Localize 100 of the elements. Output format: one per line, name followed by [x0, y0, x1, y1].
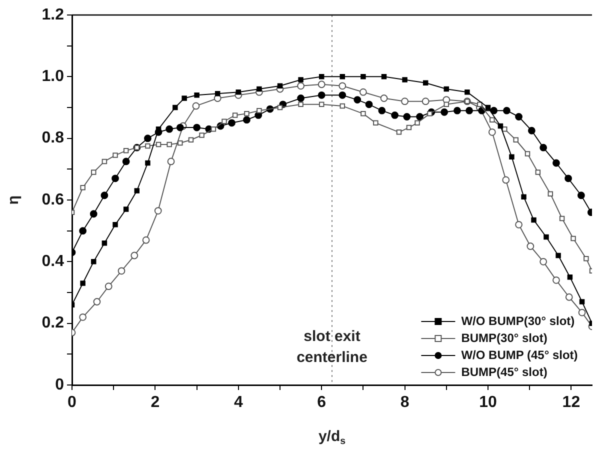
point: [490, 106, 498, 114]
point: [548, 191, 554, 196]
point: [444, 102, 450, 108]
point: [123, 148, 129, 154]
point: [318, 91, 326, 99]
y-tick-label: 1.0: [42, 68, 64, 86]
point: [365, 100, 373, 108]
point: [167, 158, 175, 166]
point: [531, 217, 536, 223]
point: [515, 220, 522, 228]
x-tick-label: 12: [562, 394, 580, 412]
point: [236, 89, 242, 95]
point: [318, 80, 326, 88]
point: [528, 126, 536, 134]
point: [485, 104, 491, 110]
point: [256, 86, 262, 92]
point: [422, 80, 428, 86]
legend-label: W/O BUMP(30° slot): [461, 314, 575, 328]
point: [360, 88, 367, 96]
y-tick-label: 1.2: [42, 6, 64, 24]
point: [222, 118, 227, 124]
point: [134, 188, 140, 194]
point: [515, 113, 522, 120]
point: [298, 77, 304, 82]
point: [154, 207, 162, 214]
point: [396, 130, 402, 135]
point: [144, 134, 152, 142]
point: [564, 174, 572, 182]
point: [577, 192, 585, 200]
point: [509, 154, 514, 160]
point: [381, 74, 387, 80]
y-tick-label: 0.6: [42, 191, 64, 208]
point: [178, 140, 183, 146]
point: [100, 192, 108, 200]
point: [414, 120, 420, 126]
point: [416, 113, 424, 120]
point: [166, 125, 174, 133]
point: [318, 74, 324, 80]
point: [277, 104, 283, 110]
point: [490, 117, 495, 122]
point: [579, 299, 585, 304]
point: [477, 102, 482, 108]
point: [79, 313, 87, 321]
point: [380, 94, 388, 102]
point: [354, 96, 362, 104]
point: [559, 216, 565, 222]
point: [567, 274, 573, 280]
point: [552, 159, 560, 167]
x-tick-label: 4: [234, 394, 243, 412]
y-tick-label: 0: [55, 376, 64, 394]
point: [565, 293, 573, 301]
point: [123, 206, 129, 212]
y-axis-title: η: [5, 195, 22, 205]
point: [338, 82, 346, 90]
point: [584, 256, 589, 262]
point: [91, 170, 96, 175]
point: [193, 124, 200, 132]
point: [210, 126, 216, 132]
point: [402, 77, 408, 82]
point: [378, 106, 386, 114]
point: [199, 132, 204, 138]
point: [112, 222, 118, 228]
point: [535, 170, 541, 175]
point: [104, 282, 112, 290]
point: [360, 111, 366, 116]
point: [256, 108, 262, 114]
point: [488, 128, 496, 136]
point: [166, 142, 172, 148]
point: [145, 143, 150, 149]
point: [498, 123, 504, 129]
point: [406, 124, 412, 130]
point: [464, 89, 470, 95]
point: [502, 126, 508, 132]
point: [145, 160, 150, 166]
y-tick-label: 0.8: [42, 130, 64, 147]
point: [192, 102, 200, 110]
point: [244, 111, 250, 116]
point: [277, 83, 283, 89]
point: [232, 112, 238, 118]
legend-label: BUMP(45° slot): [461, 364, 548, 379]
x-tick-label: 8: [400, 394, 410, 412]
point: [80, 185, 86, 190]
point: [427, 111, 432, 116]
point: [556, 252, 561, 258]
point: [502, 176, 510, 184]
x-tick-label: 6: [317, 394, 326, 412]
x-tick-label: 2: [150, 394, 160, 412]
point: [214, 91, 220, 96]
point: [182, 96, 187, 101]
legend-label: W/O BUMP (45° slot): [461, 348, 578, 362]
point: [403, 113, 411, 120]
point: [360, 74, 366, 80]
point: [91, 259, 96, 264]
legend-label: BUMP(30° slot): [461, 330, 548, 345]
point: [298, 102, 304, 108]
point: [513, 137, 518, 142]
point: [540, 144, 548, 152]
point: [79, 227, 87, 235]
point: [401, 98, 408, 106]
point: [503, 106, 510, 114]
